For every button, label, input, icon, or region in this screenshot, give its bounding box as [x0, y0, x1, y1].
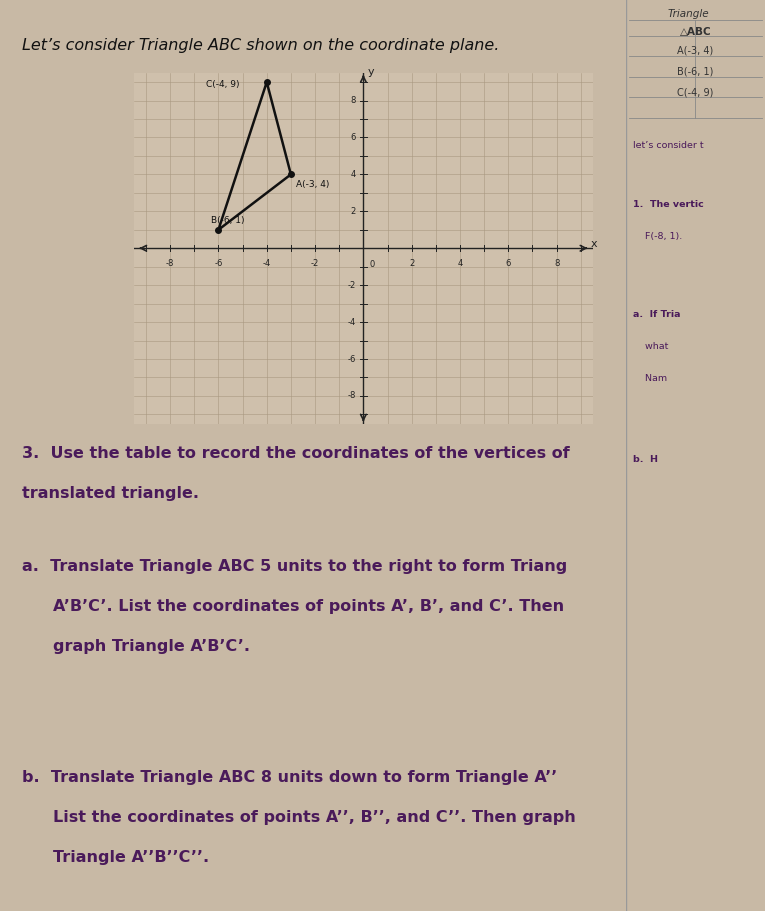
Text: 0: 0 [369, 261, 375, 270]
Text: 2: 2 [409, 260, 415, 269]
Text: -8: -8 [166, 260, 174, 269]
Text: 8: 8 [554, 260, 559, 269]
Text: -6: -6 [348, 354, 356, 363]
Text: -2: -2 [311, 260, 319, 269]
Text: 6: 6 [351, 133, 356, 142]
Text: translated triangle.: translated triangle. [22, 486, 199, 501]
Text: C(-4, 9): C(-4, 9) [677, 87, 714, 97]
Text: List the coordinates of points A’’, B’’, and C’’. Then graph: List the coordinates of points A’’, B’’,… [54, 810, 576, 824]
Text: 3.  Use the table to record the coordinates of the vertices of: 3. Use the table to record the coordinat… [22, 446, 570, 461]
Text: a.  Translate Triangle ABC 5 units to the right to form Triang: a. Translate Triangle ABC 5 units to the… [22, 558, 567, 574]
Text: A(-3, 4): A(-3, 4) [677, 46, 714, 56]
Text: 4: 4 [351, 170, 356, 179]
Text: B(-6, 1): B(-6, 1) [211, 216, 245, 225]
Text: -6: -6 [214, 260, 223, 269]
Text: Let’s consider Triangle ABC shown on the coordinate plane.: Let’s consider Triangle ABC shown on the… [22, 38, 500, 53]
Text: Nam: Nam [633, 374, 667, 383]
Text: a.  If Tria: a. If Tria [633, 310, 680, 319]
Text: 8: 8 [351, 96, 356, 105]
Text: A(-3, 4): A(-3, 4) [296, 180, 329, 189]
Text: F(-8, 1).: F(-8, 1). [633, 232, 682, 241]
Text: A’B’C’. List the coordinates of points A’, B’, and C’. Then: A’B’C’. List the coordinates of points A… [54, 599, 565, 614]
Text: graph Triangle A’B’C’.: graph Triangle A’B’C’. [54, 639, 250, 654]
Text: -2: -2 [348, 281, 356, 290]
Text: 2: 2 [351, 207, 356, 216]
Text: 6: 6 [506, 260, 511, 269]
Text: -4: -4 [262, 260, 271, 269]
Text: -8: -8 [348, 392, 356, 401]
Text: y: y [367, 67, 374, 77]
Text: B(-6, 1): B(-6, 1) [677, 67, 714, 77]
Text: what: what [633, 342, 668, 351]
Text: 1.  The vertic: 1. The vertic [633, 200, 704, 210]
Text: b.  Translate Triangle ABC 8 units down to form Triangle A’’: b. Translate Triangle ABC 8 units down t… [22, 770, 557, 784]
Text: C(-4, 9): C(-4, 9) [207, 80, 240, 88]
Text: Triangle: Triangle [668, 9, 709, 19]
Text: Triangle A’’B’’C’’.: Triangle A’’B’’C’’. [54, 850, 210, 865]
Text: b.  H: b. H [633, 456, 658, 465]
Text: let’s consider t: let’s consider t [633, 141, 703, 150]
Text: -4: -4 [348, 318, 356, 326]
Text: 4: 4 [457, 260, 463, 269]
Text: △ABC: △ABC [679, 27, 711, 37]
Text: x: x [591, 239, 597, 249]
